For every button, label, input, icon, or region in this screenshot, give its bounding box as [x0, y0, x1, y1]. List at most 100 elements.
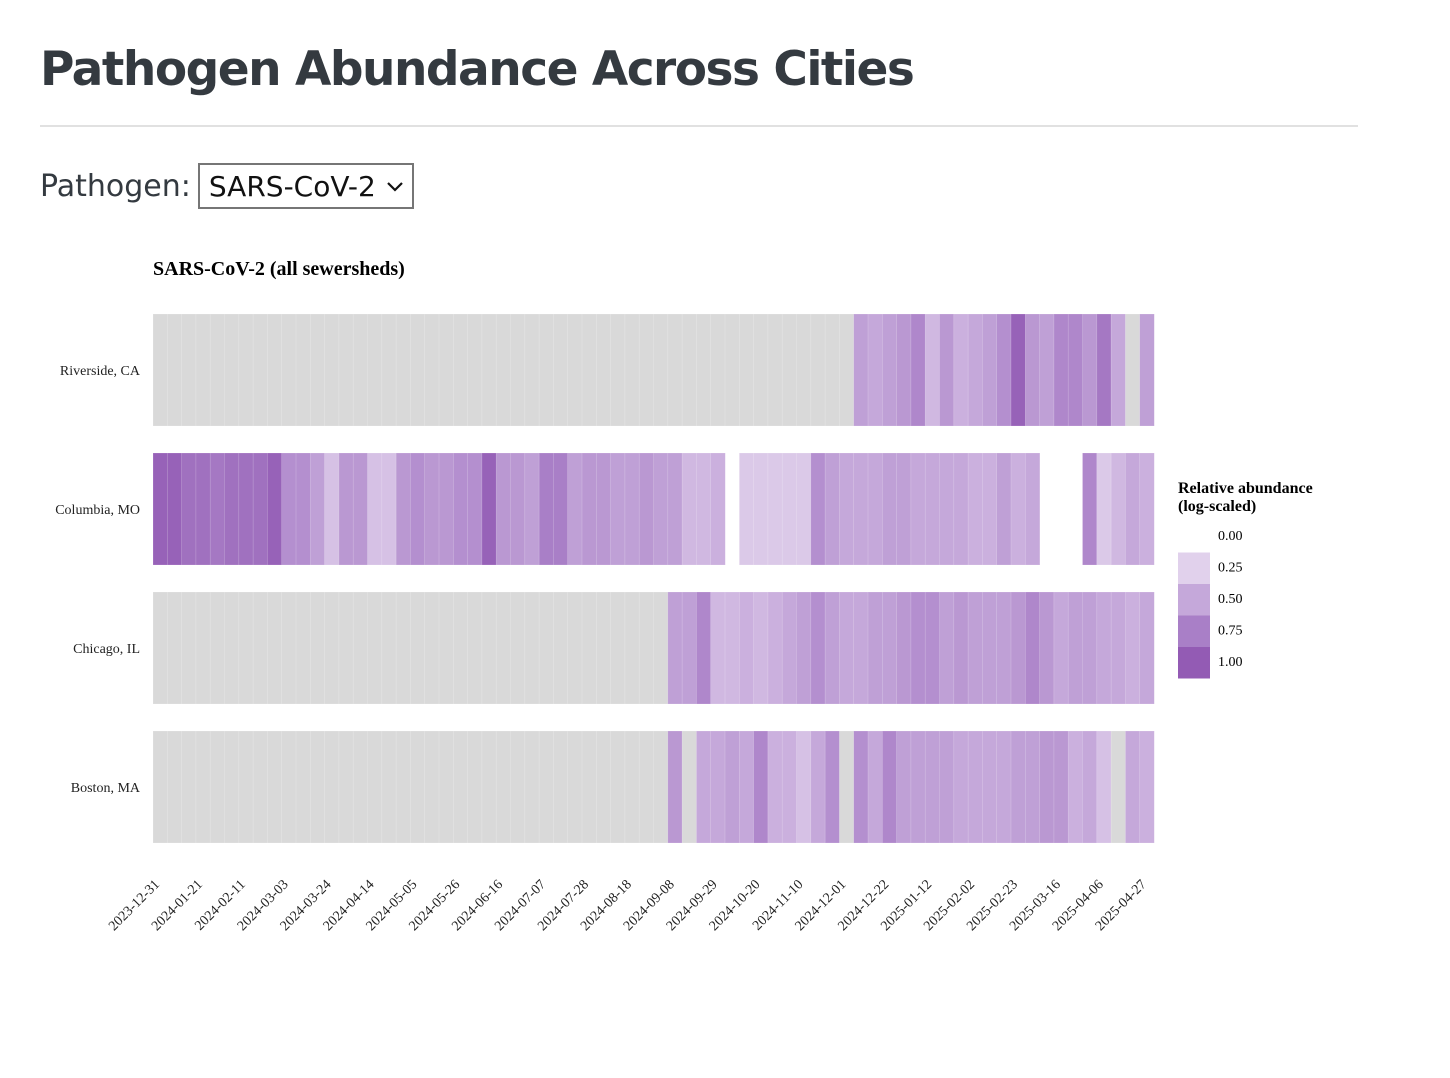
heatmap-cell	[553, 591, 569, 705]
heatmap-cell	[1125, 591, 1141, 705]
heatmap-cell	[567, 591, 583, 705]
heatmap-cell	[595, 313, 612, 427]
heatmap-cell	[1125, 452, 1141, 566]
heatmap-cell	[724, 313, 740, 427]
heatmap-cell	[224, 591, 240, 705]
heatmap-cell	[767, 591, 783, 705]
heatmap-cell	[553, 313, 569, 427]
heatmap-cell	[352, 730, 369, 844]
heatmap-cell	[352, 313, 369, 427]
legend-label: 0.50	[1218, 592, 1243, 607]
heatmap-cell	[452, 730, 469, 844]
heatmap-cell	[538, 591, 554, 705]
heatmap-cell	[581, 591, 597, 705]
title-divider	[40, 125, 1358, 127]
heatmap-cell	[495, 730, 512, 844]
heatmap-cell	[481, 313, 497, 427]
heatmap-cell	[667, 313, 683, 427]
heatmap-cell	[653, 313, 669, 427]
legend-swatch	[1178, 584, 1210, 616]
heatmap-cell	[267, 313, 283, 427]
heatmap-cell	[810, 313, 826, 427]
heatmap-cell	[738, 730, 755, 844]
heatmap-cell	[781, 730, 798, 844]
row-label: Columbia, MO	[55, 503, 140, 518]
heatmap-cell	[610, 452, 626, 566]
pathogen-select[interactable]: SARS-CoV-2	[197, 163, 414, 209]
heatmap-cell	[495, 452, 512, 566]
heatmap-cell	[224, 730, 240, 844]
heatmap-cell	[324, 313, 340, 427]
heatmap-cell	[839, 313, 855, 427]
heatmap-cell	[467, 452, 483, 566]
heatmap-cell	[681, 452, 697, 566]
heatmap-cell	[653, 452, 669, 566]
heatmap-cell	[152, 313, 168, 427]
heatmap-cell	[1053, 730, 1069, 844]
heatmap-cell	[1110, 591, 1126, 705]
heatmap-cell	[510, 452, 526, 566]
heatmap-cell	[410, 313, 426, 427]
heatmap-cell	[252, 452, 269, 566]
heatmap-cell	[910, 591, 926, 705]
legend-swatch	[1178, 552, 1210, 584]
heatmap-cell	[853, 730, 869, 844]
heatmap-cell	[896, 730, 912, 844]
heatmap-cell	[1139, 730, 1155, 844]
heatmap-cell	[195, 591, 211, 705]
heatmap-cell	[1110, 730, 1126, 844]
heatmap-cell	[452, 452, 469, 566]
heatmap-cell	[796, 452, 812, 566]
heatmap-cell	[424, 452, 440, 566]
heatmap-cell	[195, 313, 211, 427]
heatmap-cell	[696, 452, 712, 566]
heatmap-cell	[267, 452, 283, 566]
heatmap-cell	[410, 730, 426, 844]
heatmap-cell	[667, 452, 683, 566]
heatmap-cell	[309, 730, 326, 844]
heatmap-cell	[638, 313, 655, 427]
heatmap-cell	[667, 730, 683, 844]
heatmap-cell	[510, 730, 526, 844]
heatmap-cell	[167, 452, 183, 566]
heatmap-cell	[710, 591, 726, 705]
heatmap-cell	[581, 313, 597, 427]
heatmap-cell	[209, 591, 226, 705]
heatmap-cell	[1082, 730, 1098, 844]
heatmap-cell	[581, 730, 597, 844]
heatmap-cell	[824, 591, 840, 705]
heatmap-cell	[924, 591, 941, 705]
heatmap-cell	[281, 591, 297, 705]
heatmap-cell	[224, 452, 240, 566]
heatmap-cell	[810, 591, 826, 705]
heatmap-cell	[881, 591, 898, 705]
heatmap-cell	[352, 591, 369, 705]
heatmap-cell	[953, 591, 969, 705]
heatmap-cell	[410, 591, 426, 705]
heatmap-cell	[1025, 591, 1041, 705]
heatmap-cell	[524, 730, 540, 844]
heatmap-cell	[696, 591, 712, 705]
row-label: Boston, MA	[71, 781, 141, 796]
heatmap-cell	[1139, 313, 1155, 427]
legend-label: 0.00	[1218, 529, 1243, 544]
heatmap-cell	[724, 730, 740, 844]
heatmap-cell	[481, 591, 497, 705]
heatmap-cell	[738, 313, 755, 427]
heatmap-cell	[352, 452, 369, 566]
heatmap-cell	[724, 591, 740, 705]
heatmap-cell	[867, 730, 883, 844]
heatmap-cell	[324, 730, 340, 844]
heatmap-cell	[767, 313, 783, 427]
heatmap-cell	[624, 313, 640, 427]
heatmap-cell	[367, 591, 383, 705]
heatmap-cell	[610, 591, 626, 705]
heatmap-cell	[767, 730, 783, 844]
legend-title: Relative abundance	[1178, 480, 1313, 497]
heatmap-cell	[538, 452, 554, 566]
heatmap-cell	[967, 313, 983, 427]
legend-swatch	[1178, 647, 1210, 679]
heatmap-cell	[638, 591, 655, 705]
heatmap-cell	[152, 452, 168, 566]
heatmap-cell	[1053, 313, 1069, 427]
